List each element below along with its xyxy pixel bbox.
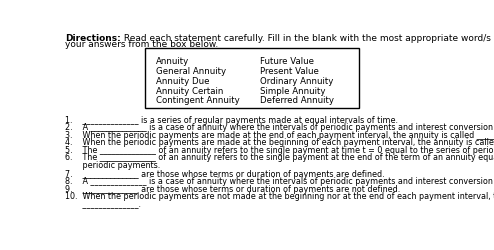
Text: 6.    The ______________ of an annuity refers to the single payment at the end o: 6. The ______________ of an annuity refe… [65,153,494,162]
Text: 7.    ______________ are those whose terms or duration of payments are defined.: 7. ______________ are those whose terms … [65,169,384,178]
Text: 5.    The ______________ of an annuity refers to the single payment at time t = : 5. The ______________ of an annuity refe… [65,145,494,154]
Text: Future Value: Future Value [260,57,314,66]
Text: Present Value: Present Value [260,67,319,76]
Text: 2.    A ______________ is a case of annuity where the intervals of periodic paym: 2. A ______________ is a case of annuity… [65,123,494,132]
Text: 3.    When the periodic payments are made at the end of each payment interval, t: 3. When the periodic payments are made a… [65,130,494,139]
Text: Annuity Certain: Annuity Certain [156,86,224,95]
Text: periodic payments.: periodic payments. [65,160,160,169]
Text: 1.    ______________ is a series of regular payments made at equal intervals of : 1. ______________ is a series of regular… [65,115,398,124]
Text: 10.  When the periodic payments are not made at the beginning nor at the end of : 10. When the periodic payments are not m… [65,192,494,200]
Text: 9.    ______________ are those whose terms or duration of payments are not defin: 9. ______________ are those whose terms … [65,184,400,193]
Text: Annuity: Annuity [156,57,190,66]
Text: Directions:: Directions: [65,34,121,43]
Text: Ordinary Annuity: Ordinary Annuity [260,76,333,86]
Text: Simple Annuity: Simple Annuity [260,86,326,95]
Text: Read each statement carefully. Fill in the blank with the most appropriate word/: Read each statement carefully. Fill in t… [121,34,494,43]
Text: ______________.: ______________. [65,199,141,208]
Text: 4.    When the periodic payments are made at the beginning of each payment inter: 4. When the periodic payments are made a… [65,138,494,147]
Text: 8.    A ______________ is a case of annuity where the intervals of periodic paym: 8. A ______________ is a case of annuity… [65,176,494,185]
Text: Annuity Due: Annuity Due [156,76,210,86]
Text: your answers from the box below.: your answers from the box below. [65,40,218,49]
Text: Contingent Annuity: Contingent Annuity [156,96,240,105]
Text: Deferred Annuity: Deferred Annuity [260,96,334,105]
Bar [145,48,359,108]
Text: General Annuity: General Annuity [156,67,226,76]
